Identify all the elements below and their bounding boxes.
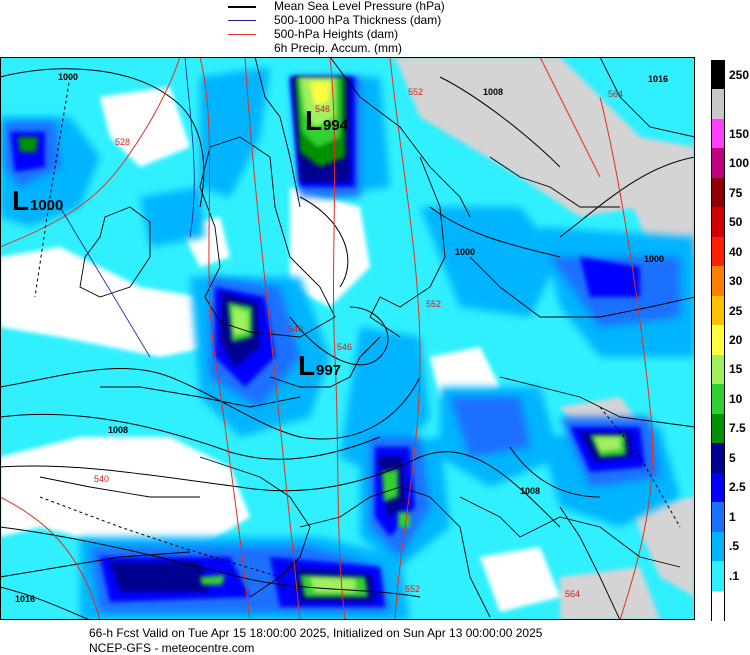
colorbar-swatch xyxy=(711,89,725,120)
colorbar-swatch xyxy=(711,531,725,562)
colorbar-swatch xyxy=(711,413,725,444)
low-pressure-value: 997 xyxy=(316,362,341,379)
isobar-label: 1008 xyxy=(483,87,503,97)
coastlines xyxy=(0,57,695,620)
colorbar-label: 7.5 xyxy=(729,421,746,436)
height-label: 540 xyxy=(288,324,303,334)
colorbar-swatch xyxy=(711,472,725,503)
height-label: 528 xyxy=(115,137,130,147)
colorbar-label: 1 xyxy=(729,509,736,524)
isobar-label: 1016 xyxy=(15,594,35,604)
colorbar-swatch xyxy=(711,590,725,621)
low-l-symbol: L xyxy=(298,350,315,381)
colorbar-swatch xyxy=(711,384,725,415)
colorbar-label: 5 xyxy=(729,450,736,465)
colorbar-swatch xyxy=(711,443,725,474)
colorbar-swatch xyxy=(711,266,725,297)
colorbar-label: .5 xyxy=(729,539,740,554)
height-contours xyxy=(0,57,654,620)
height-label: 552 xyxy=(426,299,441,309)
colorbar-swatch xyxy=(711,236,725,267)
isobar-label: 1008 xyxy=(108,425,128,435)
colorbar-label: 50 xyxy=(729,215,743,230)
colorbar-label: 150 xyxy=(729,126,750,141)
height-label: 540 xyxy=(94,474,109,484)
colorbar-swatch xyxy=(711,60,725,90)
colorbar-label: 2.5 xyxy=(729,480,746,495)
low-pressure-value: 1000 xyxy=(30,197,63,214)
colorbar-label: 40 xyxy=(729,244,743,259)
source-caption: NCEP-GFS - meteocentre.com xyxy=(89,641,255,655)
colorbar-label: 100 xyxy=(729,156,750,171)
isobar-label: 1008 xyxy=(520,486,540,496)
low-pressure-value: 994 xyxy=(323,117,349,134)
colorbar-swatch xyxy=(711,325,725,356)
colorbar-swatch xyxy=(711,295,725,326)
height-label: 552 xyxy=(405,584,420,594)
thickness-contours xyxy=(59,57,195,358)
legend-line-black xyxy=(228,6,256,8)
colorbar-swatch xyxy=(711,354,725,385)
dry-areas xyxy=(0,57,695,620)
isobar-label: 1000 xyxy=(644,254,664,264)
legend-label: 500-hPa Heights (dam) xyxy=(274,27,399,41)
colorbar-label: 75 xyxy=(729,185,743,200)
legend-label: 6h Precip. Accum. (mm) xyxy=(274,41,403,55)
colorbar-swatch xyxy=(711,502,725,533)
colorbar-label: 10 xyxy=(729,391,743,406)
map-legend: Mean Sea Level Pressure (hPa) 500-1000 h… xyxy=(228,0,528,56)
colorbar-swatch xyxy=(711,207,725,238)
colorbar-swatch xyxy=(711,177,725,208)
isobar-label: 1016 xyxy=(648,74,668,84)
colorbar-label: .1 xyxy=(729,568,740,583)
legend-line-red xyxy=(228,34,256,35)
low-l-symbol: L xyxy=(12,185,29,216)
colorbar-swatch xyxy=(711,148,725,179)
colorbar-label: 20 xyxy=(729,333,743,347)
isobar-label: 1000 xyxy=(58,72,78,82)
legend-label: 500-1000 hPa Thickness (dam) xyxy=(274,13,442,27)
isobar-label: 1000 xyxy=(455,247,475,257)
height-label: 564 xyxy=(565,589,580,599)
dashed-lines xyxy=(34,76,681,578)
height-label: 546 xyxy=(337,342,352,352)
colorbar-swatch xyxy=(711,118,725,149)
legend-line-blue xyxy=(228,20,256,21)
isobars xyxy=(0,68,695,620)
legend-label: Mean Sea Level Pressure (hPa) xyxy=(274,0,445,13)
colorbar-label: 15 xyxy=(729,362,743,377)
colorbar-label: 250 xyxy=(729,67,750,82)
colorbar-label: 25 xyxy=(729,303,743,318)
low-l-symbol: L xyxy=(305,105,322,136)
precip-heavy xyxy=(18,77,626,597)
colorbar-label: 30 xyxy=(729,274,743,289)
height-label: 552 xyxy=(408,87,423,97)
height-label: 564 xyxy=(608,89,623,99)
weather-map: L 1000 L 994 L 997 1000 1000 1008 1000 1… xyxy=(0,57,695,620)
precip-colorbar xyxy=(711,60,725,621)
map-frame xyxy=(0,57,695,620)
colorbar-swatch xyxy=(711,561,725,592)
height-label: 546 xyxy=(315,104,330,114)
forecast-valid-caption: 66-h Fcst Valid on Tue Apr 15 18:00:00 2… xyxy=(89,626,543,640)
